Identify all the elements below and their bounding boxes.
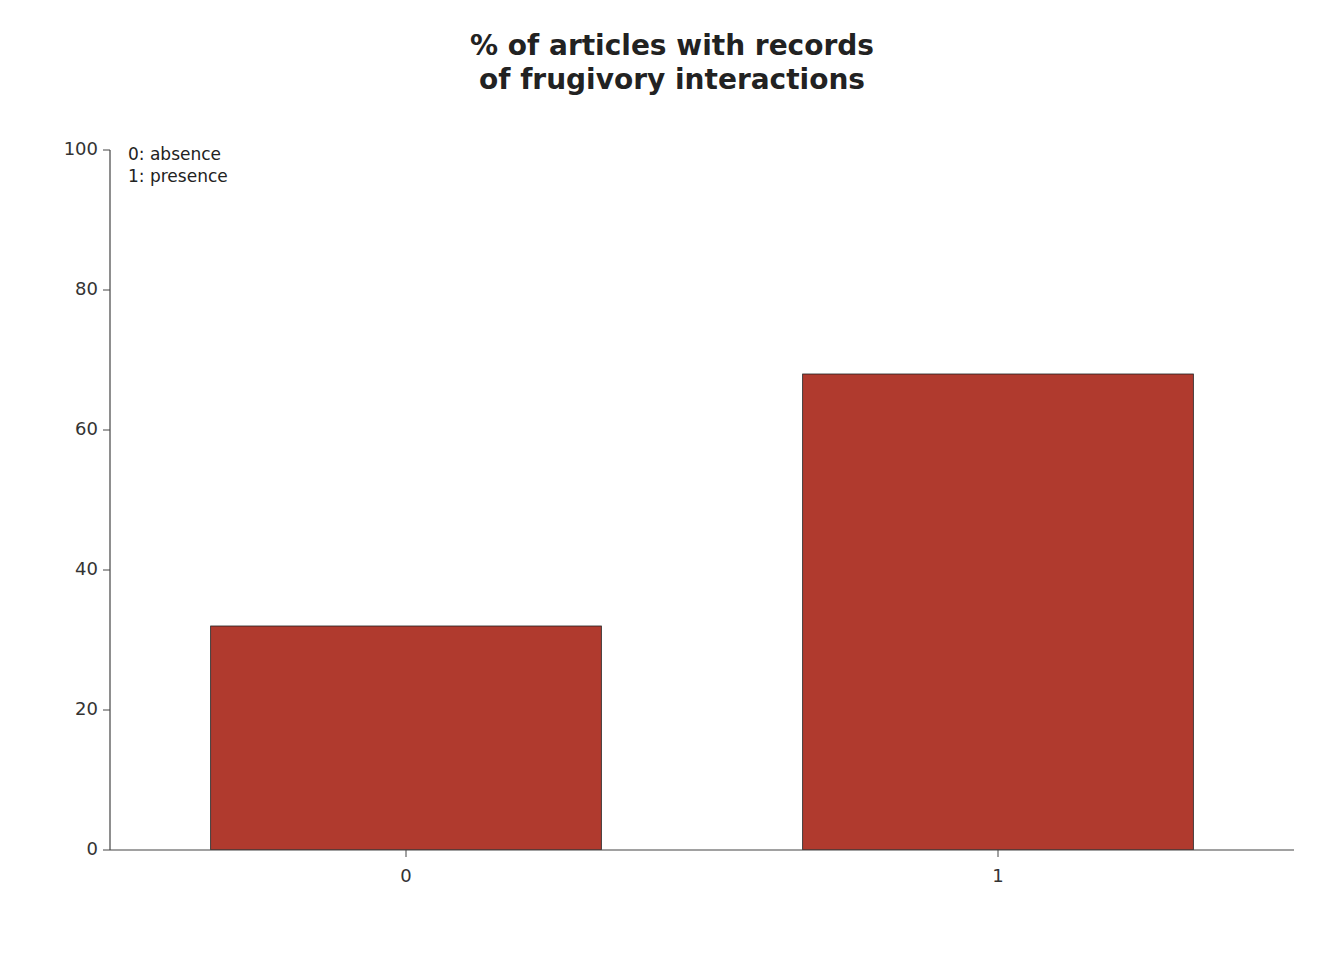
chart-container: % of articles with recordsof frugivory i… xyxy=(0,0,1344,960)
x-axis: 01 xyxy=(110,850,1294,886)
y-tick-label: 0 xyxy=(87,838,98,859)
bar xyxy=(211,626,602,850)
y-tick-label: 60 xyxy=(75,418,98,439)
x-tick-label: 0 xyxy=(400,865,411,886)
y-tick xyxy=(103,430,110,431)
y-tick-label: 80 xyxy=(75,278,98,299)
y-tick-label: 20 xyxy=(75,698,98,719)
chart: % of articles with recordsof frugivory i… xyxy=(0,0,1344,960)
y-tick xyxy=(103,290,110,291)
y-axis-line xyxy=(109,150,110,850)
y-tick xyxy=(103,850,110,851)
y-tick-label: 100 xyxy=(64,138,98,159)
y-tick xyxy=(103,150,110,151)
annotation: 0: absence1: presence xyxy=(128,144,228,186)
y-axis: 0 20 40 60 80 100 xyxy=(64,138,110,859)
x-tick xyxy=(998,850,999,857)
x-tick-label: 1 xyxy=(992,865,1003,886)
x-tick xyxy=(406,850,407,857)
bar xyxy=(803,374,1194,850)
bars xyxy=(211,374,1194,850)
y-tick xyxy=(103,570,110,571)
x-axis-line xyxy=(110,849,1294,850)
y-tick xyxy=(103,710,110,711)
title: % of articles with recordsof frugivory i… xyxy=(470,29,874,96)
y-tick-label: 40 xyxy=(75,558,98,579)
